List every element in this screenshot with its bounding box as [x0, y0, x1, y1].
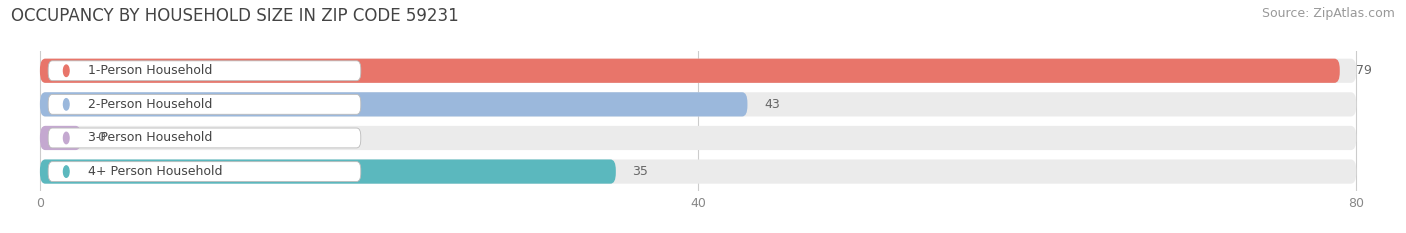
FancyBboxPatch shape	[39, 59, 1340, 83]
FancyBboxPatch shape	[48, 61, 361, 81]
Circle shape	[63, 132, 69, 144]
Text: Source: ZipAtlas.com: Source: ZipAtlas.com	[1261, 7, 1395, 20]
FancyBboxPatch shape	[39, 159, 616, 184]
Text: 79: 79	[1357, 64, 1372, 77]
FancyBboxPatch shape	[39, 159, 1357, 184]
FancyBboxPatch shape	[48, 162, 361, 182]
FancyBboxPatch shape	[48, 128, 361, 148]
FancyBboxPatch shape	[39, 59, 1357, 83]
Text: 2-Person Household: 2-Person Household	[87, 98, 212, 111]
FancyBboxPatch shape	[48, 94, 361, 114]
Circle shape	[63, 99, 69, 110]
Text: 43: 43	[763, 98, 780, 111]
Text: 4+ Person Household: 4+ Person Household	[87, 165, 222, 178]
Text: 35: 35	[633, 165, 648, 178]
FancyBboxPatch shape	[39, 92, 748, 116]
FancyBboxPatch shape	[39, 126, 82, 150]
Text: 3-Person Household: 3-Person Household	[87, 131, 212, 144]
Circle shape	[63, 65, 69, 76]
FancyBboxPatch shape	[39, 92, 1357, 116]
Text: OCCUPANCY BY HOUSEHOLD SIZE IN ZIP CODE 59231: OCCUPANCY BY HOUSEHOLD SIZE IN ZIP CODE …	[11, 7, 458, 25]
Text: 1-Person Household: 1-Person Household	[87, 64, 212, 77]
FancyBboxPatch shape	[39, 126, 1357, 150]
Circle shape	[63, 166, 69, 177]
Text: 0: 0	[97, 131, 105, 144]
